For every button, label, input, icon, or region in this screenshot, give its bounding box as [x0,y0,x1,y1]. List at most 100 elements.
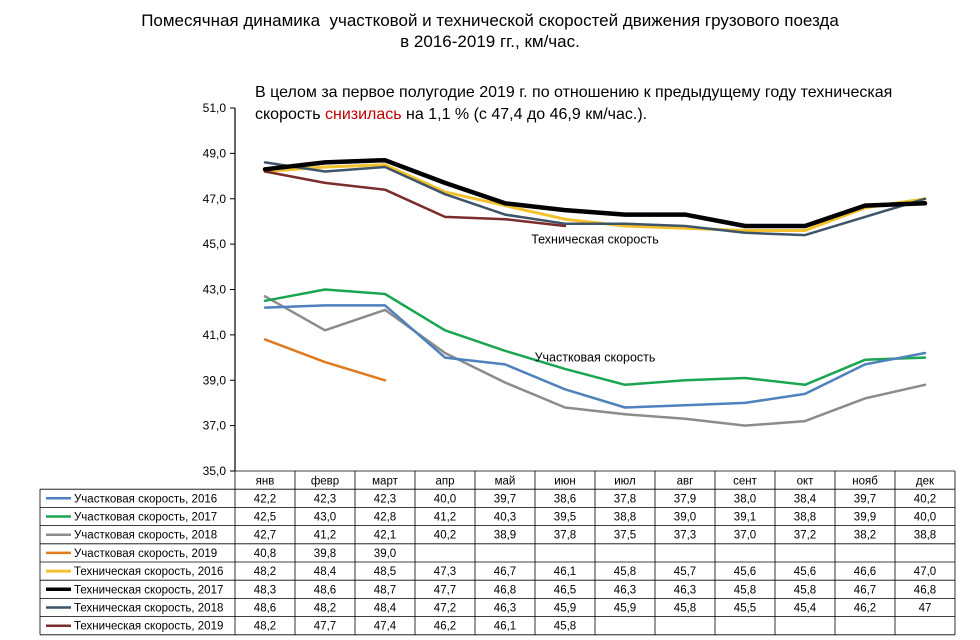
table-value-cell: 47,3 [434,566,456,578]
table-value-cell: 45,5 [734,603,756,615]
table-value-cell: 46,1 [554,566,576,578]
x-category-label: авг [677,476,694,488]
table-value-cell: 42,2 [254,493,276,505]
x-category-label: февр [311,476,339,488]
x-category-label: янв [256,476,275,488]
table-value-cell: 45,8 [734,584,756,596]
table-value-cell: 47,7 [434,584,456,596]
series-line [262,157,928,229]
table-value-cell: 39,0 [674,512,696,524]
table-value-cell: 48,2 [314,603,336,615]
table-value-cell: 38,2 [854,530,876,542]
legend-series-name: Техническая скорость, 2018 [74,603,223,615]
table-value-cell: 42,7 [254,530,276,542]
table-value-cell: 42,3 [314,493,336,505]
table-value-cell: 45,8 [554,621,576,633]
y-tick-label: 37,0 [203,419,227,433]
table-value-cell: 37,9 [674,493,696,505]
legend-series-name: Техническая скорость, 2019 [74,621,223,633]
table-value-cell: 37,0 [734,530,756,542]
legend-series-name: Участковая скорость, 2019 [74,548,217,560]
x-category-label: окт [797,476,815,488]
legend-series-name: Участковая скорость, 2016 [74,493,217,505]
table-value-cell: 46,3 [674,584,696,596]
legend-series-name: Техническая скорость, 2016 [74,566,223,578]
table-value-cell: 45,8 [614,566,636,578]
table-value-cell: 46,8 [494,584,516,596]
table-value-cell: 45,9 [614,603,636,615]
series-line [263,161,927,237]
table-value-cell: 46,3 [494,603,516,615]
table-value-cell: 39,8 [314,548,336,560]
table-value-cell: 39,5 [554,512,576,524]
legend-series-name: Участковая скорость, 2017 [74,512,217,524]
table-value-cell: 46,3 [614,584,636,596]
y-tick-label: 51,0 [203,101,227,115]
legend-series-name: Техническая скорость, 2017 [74,584,223,596]
summary-text-part1: В целом за первое полугодие 2019 г. по о… [255,84,893,123]
table-value-cell: 46,7 [494,566,516,578]
table-value-cell: 48,2 [254,621,276,633]
table-value-cell: 40,0 [914,512,936,524]
table-value-cell: 39,1 [734,512,756,524]
x-category-label: июн [554,476,575,488]
x-category-label: апр [435,476,454,488]
summary-highlight: снизилась [324,106,402,123]
table-value-cell: 48,4 [314,566,337,578]
table-value-cell: 39,7 [854,493,876,505]
table-value-cell: 39,0 [374,548,396,560]
table-value-cell: 42,5 [254,512,276,524]
table-value-cell: 46,7 [854,584,876,596]
table-value-cell: 37,3 [674,530,696,542]
y-tick-label: 43,0 [203,283,227,297]
x-category-label: июл [614,476,636,488]
table-value-cell: 39,9 [854,512,876,524]
table-value-cell: 42,1 [374,530,396,542]
series-line [263,295,927,427]
table-value-cell: 37,2 [794,530,816,542]
table-value-cell: 46,2 [854,603,876,615]
table-value-cell: 38,6 [554,493,576,505]
table-value-cell: 37,8 [614,493,636,505]
table-value-cell: 47,4 [374,621,397,633]
table-value-cell: 45,4 [794,603,817,615]
table-value-cell: 37,5 [614,530,636,542]
summary-annotation: В целом за первое полугодие 2019 г. по о… [255,82,955,126]
chart-title-line2: в 2016-2019 гг., км/час. [400,32,580,51]
table-value-cell: 40,2 [914,493,936,505]
table-value-cell: 47,0 [914,566,936,578]
table-value-cell: 45,9 [554,603,576,615]
table-value-cell: 46,8 [914,584,936,596]
x-category-label: нояб [852,476,878,488]
table-value-cell: 40,0 [434,493,456,505]
table-value-cell: 47 [919,603,932,615]
y-tick-label: 35,0 [203,464,227,478]
table-value-cell: 45,8 [794,584,816,596]
table-value-cell: 45,7 [674,566,696,578]
x-category-label: март [372,476,398,488]
table-value-cell: 43,0 [314,512,336,524]
table-value-cell: 42,8 [374,512,396,524]
y-tick-label: 45,0 [203,237,227,251]
table-value-cell: 48,4 [374,603,397,615]
table-value-cell: 40,3 [494,512,516,524]
table-value-cell: 48,7 [374,584,396,596]
table-value-cell: 48,2 [254,566,276,578]
chart-annotation-label: Участковая скорость [535,351,656,365]
series-line [263,304,927,409]
x-category-label: дек [916,476,935,488]
table-value-cell: 45,6 [734,566,756,578]
table-value-cell: 46,1 [494,621,516,633]
table-value-cell: 47,7 [314,621,336,633]
table-value-cell: 40,8 [254,548,276,560]
table-value-cell: 41,2 [314,530,336,542]
table-value-cell: 48,3 [254,584,276,596]
x-category-label: сент [733,476,757,488]
y-tick-label: 47,0 [203,192,227,206]
chart-title-line1: Помесячная динамика участковой и техниче… [141,11,839,30]
table-value-cell: 38,9 [494,530,516,542]
y-tick-label: 41,0 [203,328,227,342]
table-value-cell: 47,2 [434,603,456,615]
y-tick-label: 39,0 [203,373,227,387]
